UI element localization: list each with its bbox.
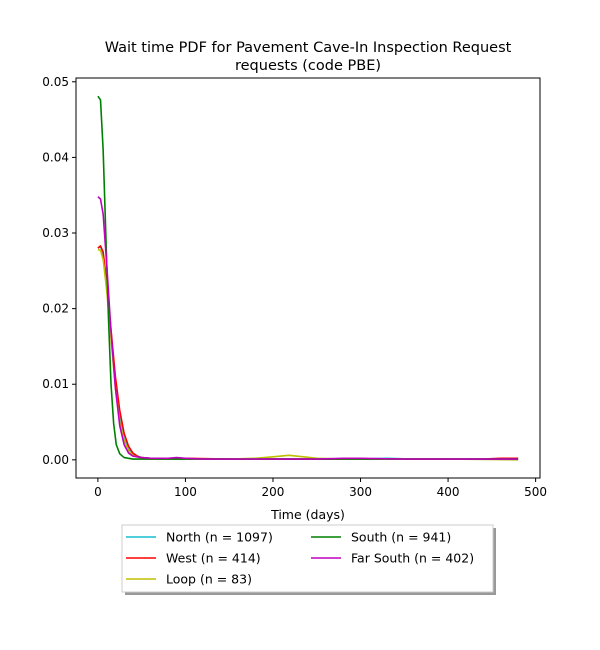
x-tick-label: 300 (349, 485, 372, 499)
x-axis-label: Time (days) (270, 507, 345, 522)
chart-title-line-1: Wait time PDF for Pavement Cave-In Inspe… (105, 40, 512, 56)
legend-frame (121, 524, 494, 593)
chart-title-line-2: requests (code PBE) (235, 58, 381, 74)
legend-label-3: South (n = 941) (351, 530, 451, 545)
plot-frame (75, 77, 541, 479)
x-axis: 0 100 200 300 400 500 (94, 478, 547, 499)
legend-label-0: North (n = 1097) (166, 530, 273, 545)
series-line-4 (97, 196, 519, 460)
legend: North (n = 1097) West (n = 414) Loop (n = … (121, 524, 496, 595)
x-tick-label: 100 (174, 485, 197, 499)
legend-label-1: West (n = 414) (166, 551, 261, 566)
y-tick-label: 0.01 (42, 377, 69, 391)
y-axis: 0.00 0.01 0.02 0.03 0.04 0.05 (42, 75, 76, 467)
y-tick-label: 0.00 (42, 453, 69, 467)
x-tick-label: 200 (262, 485, 285, 499)
y-tick-label: 0.04 (42, 150, 69, 164)
plot-area: 0 100 200 300 400 500 0.000.010.020.030.040.0… (42, 75, 547, 499)
legend-label-2: Loop (n = 83) (166, 572, 252, 587)
x-tick-label: 400 (437, 485, 460, 499)
y-tick-label: 0.05 (42, 75, 69, 89)
x-tick-label: 0 (94, 485, 102, 499)
legend-label-4: Far South (n = 402) (351, 551, 474, 566)
y-tick-label: 0.03 (42, 226, 69, 240)
y-tick-label: 0.02 (42, 302, 69, 316)
x-tick-label: 500 (524, 485, 547, 499)
series-layer (97, 95, 519, 461)
